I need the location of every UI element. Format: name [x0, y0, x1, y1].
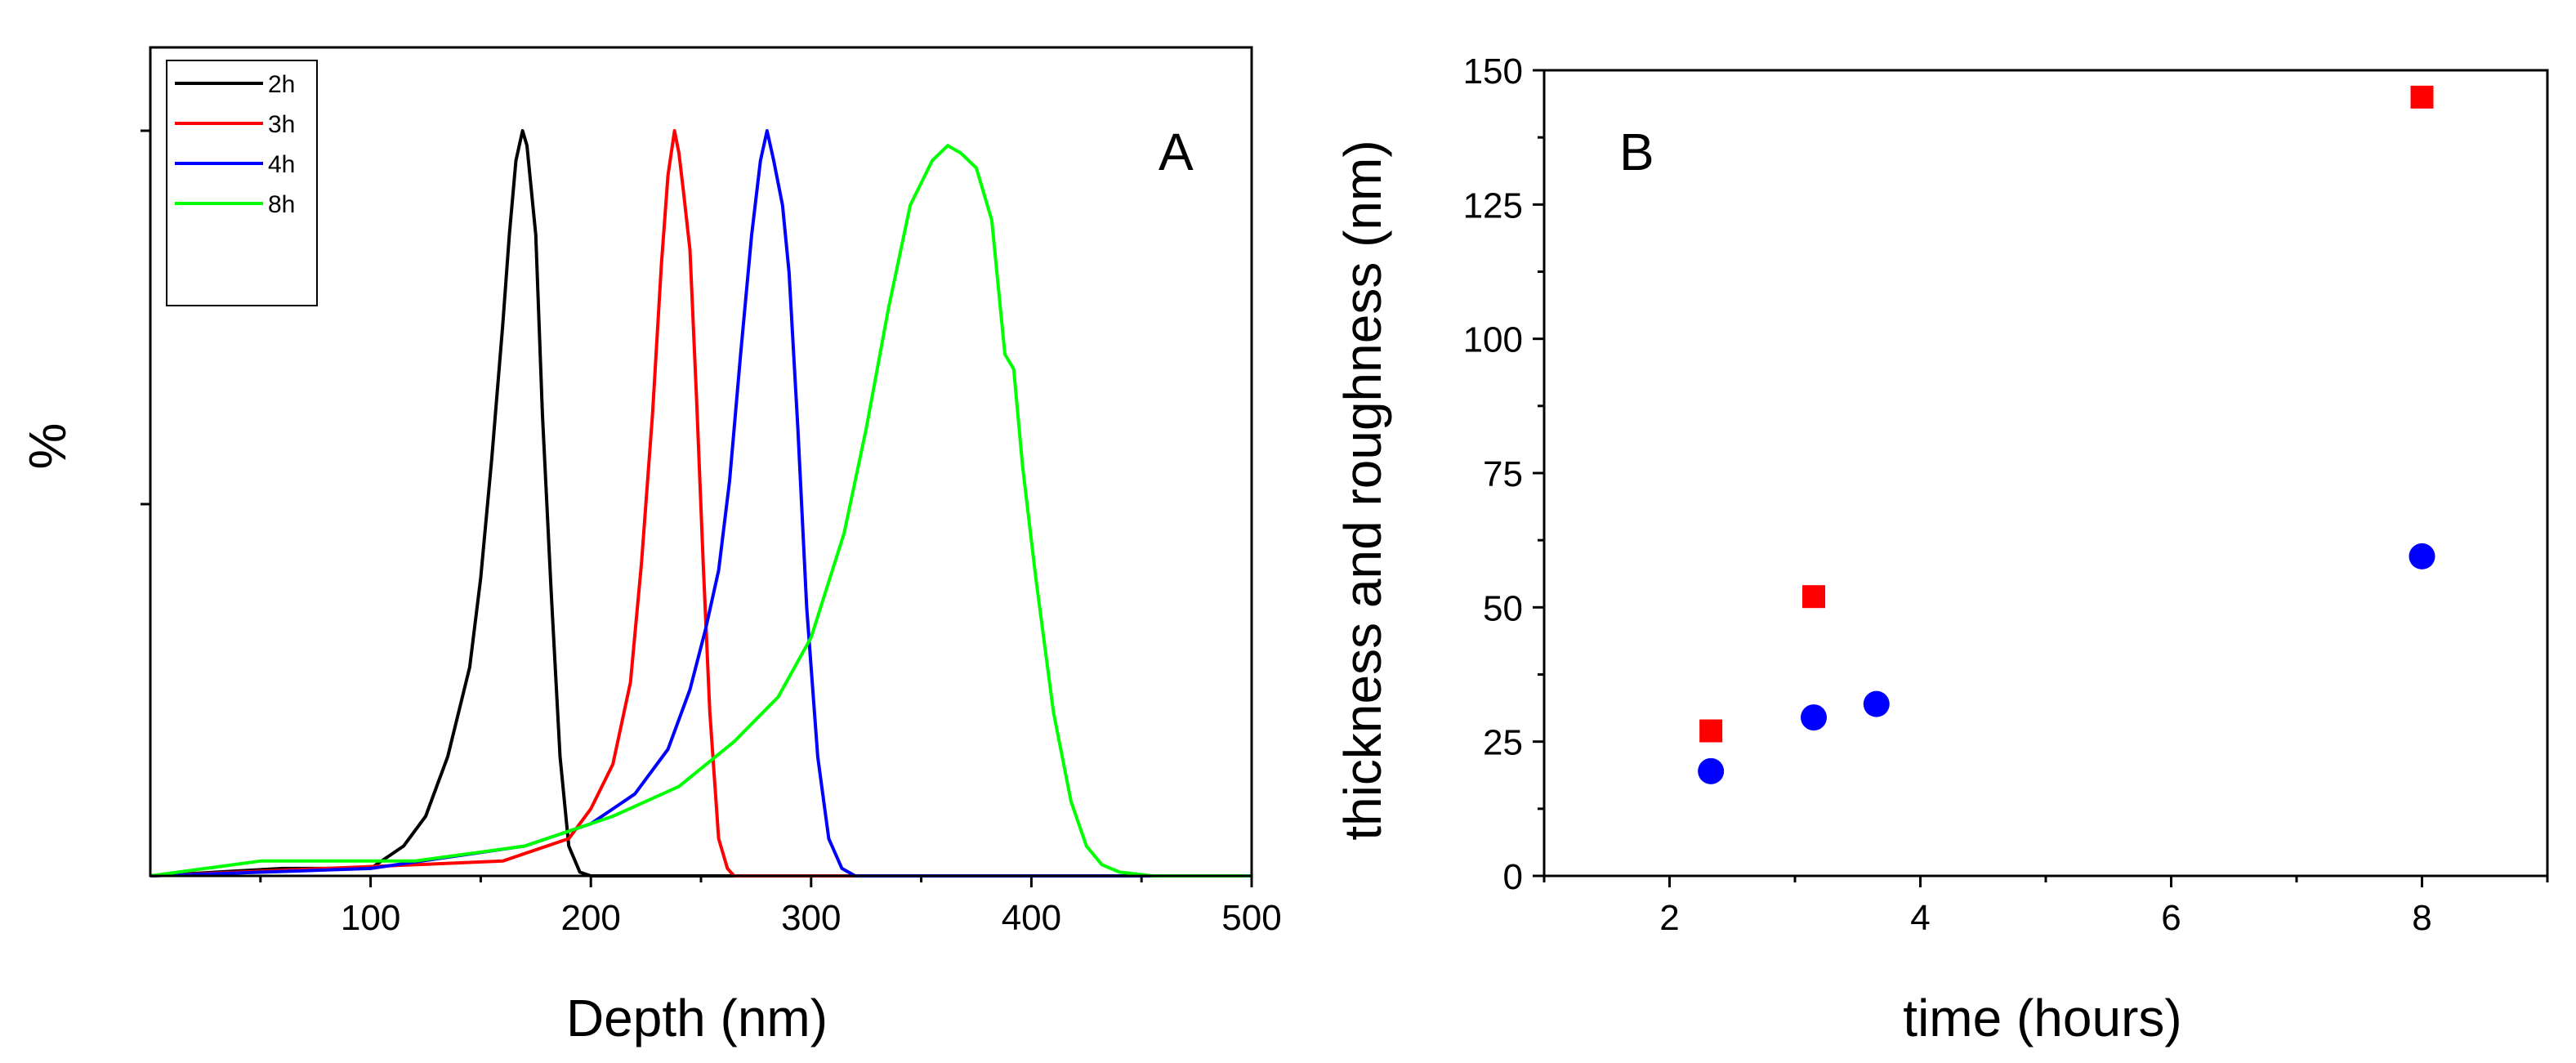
panel-b-ticks: 0 25 50 75 100 125 150 2 4 6 8	[1463, 51, 2549, 938]
panel-b-x-axis-title: time (hours)	[1903, 989, 2181, 1047]
panel-a-legend: 2h 3h 4h 8h	[166, 60, 318, 306]
panel-b-y-axis-title: thickness and roughness (nm)	[1333, 140, 1392, 840]
y-tick-label: 100	[1463, 320, 1523, 360]
y-tick-label: 125	[1463, 185, 1523, 226]
series-line-2h	[150, 129, 1252, 878]
y-tick-label: 0	[1503, 857, 1523, 897]
x-tick-label: 200	[560, 898, 620, 938]
thickness-point	[1699, 719, 1723, 743]
y-tick-label: 50	[1483, 588, 1523, 628]
thickness-point	[1802, 585, 1826, 609]
x-tick-label: 8	[2412, 898, 2431, 938]
roughness-point	[1863, 690, 1890, 717]
legend-label: 3h	[268, 111, 295, 138]
legend-label: 2h	[268, 71, 295, 98]
legend-label: 8h	[268, 191, 295, 218]
panel-a-letter: A	[1159, 123, 1194, 181]
panel-b-points	[1698, 85, 2435, 784]
x-tick-label: 2	[1659, 898, 1679, 938]
roughness-point	[2409, 543, 2435, 569]
y-tick-label: 75	[1483, 454, 1523, 494]
x-tick-label: 400	[1002, 898, 1061, 938]
panel-a-x-ticks: 100 200 300 400 500	[259, 876, 1282, 938]
x-tick-label: 6	[2161, 898, 2181, 938]
series-line-4h	[150, 129, 1252, 878]
y-tick-label: 25	[1483, 723, 1523, 763]
panel-a-y-axis-title: %	[18, 423, 77, 470]
series-line-3h	[150, 129, 1252, 878]
x-tick-label: 500	[1221, 898, 1281, 938]
panel-a-x-axis-title: Depth (nm)	[566, 989, 828, 1047]
roughness-point	[1698, 757, 1725, 784]
x-tick-label: 4	[1910, 898, 1930, 938]
thickness-point	[2410, 85, 2434, 109]
x-tick-label: 100	[341, 898, 400, 938]
panel-a-curves	[150, 129, 1252, 878]
panel-b-thickness-roughness-chart: 0 25 50 75 100 125 150 2 4 6 8 time (hours) thickn…	[1333, 51, 2549, 1047]
x-tick-label: 300	[781, 898, 841, 938]
roughness-point	[1801, 704, 1828, 731]
series-line-8h	[150, 144, 1252, 878]
panel-b-letter: B	[1619, 123, 1654, 181]
y-tick-label: 150	[1463, 51, 1523, 92]
legend-label: 4h	[268, 151, 295, 178]
panel-a-depth-profile-chart: 100 200 300 400 500 Depth (nm) % A 2h 3h 4h 8h	[18, 46, 1282, 1047]
legend-box	[166, 60, 318, 306]
